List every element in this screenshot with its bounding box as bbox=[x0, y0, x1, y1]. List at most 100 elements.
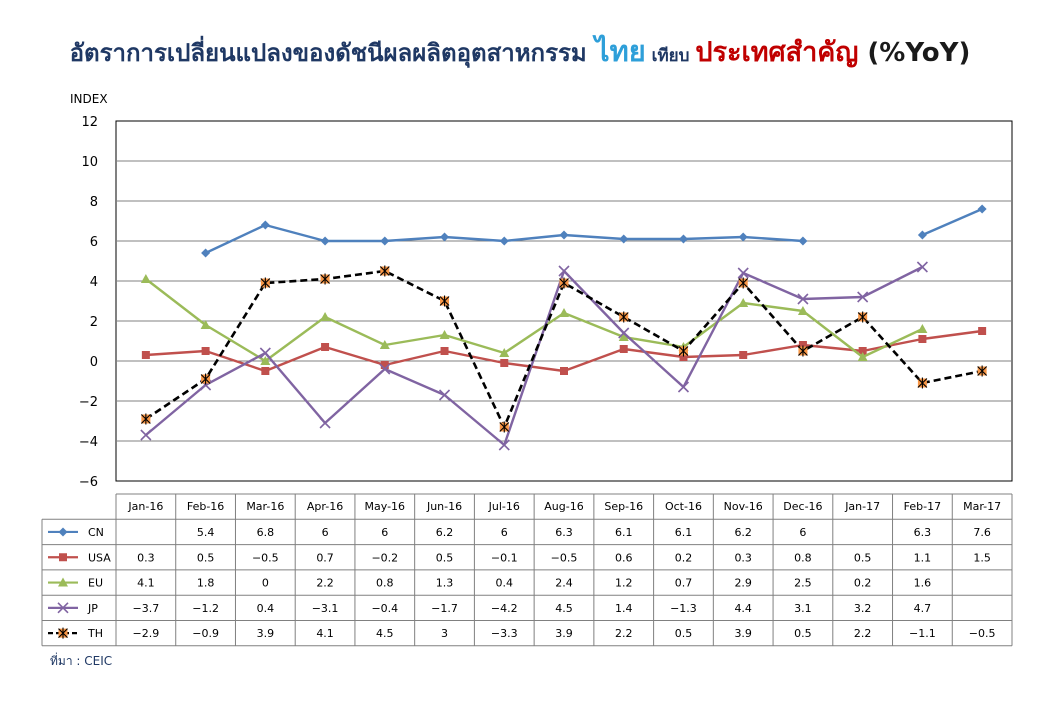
legend-marker-cn bbox=[58, 527, 68, 537]
data-label: 0.8 bbox=[794, 551, 812, 564]
title-part-4: ประเทศสำคัญ bbox=[695, 37, 859, 68]
data-label: 0.8 bbox=[376, 577, 394, 590]
series-line-th bbox=[145, 269, 983, 429]
data-label: 2.2 bbox=[316, 577, 334, 590]
data-label: −0.5 bbox=[969, 627, 996, 640]
data-label: 4.7 bbox=[914, 602, 932, 615]
point-cn bbox=[619, 234, 629, 244]
data-label: 1.2 bbox=[615, 577, 633, 590]
data-label: −0.4 bbox=[371, 602, 398, 615]
data-label: 6.2 bbox=[734, 526, 752, 539]
y-tick-label: 4 bbox=[90, 275, 98, 290]
point-usa bbox=[560, 367, 568, 375]
series-line-eu bbox=[145, 278, 923, 363]
data-label: 0.5 bbox=[436, 551, 454, 564]
chart-title: อัตราการเปลี่ยนแปลงของดัชนีผลผลิตอุตสาหก… bbox=[0, 28, 1040, 74]
point-usa bbox=[798, 341, 807, 349]
data-label: 4.4 bbox=[734, 602, 752, 615]
point-usa bbox=[440, 347, 449, 355]
data-label: 0.3 bbox=[137, 551, 155, 564]
data-label: 0.5 bbox=[197, 551, 215, 564]
data-label: 4.1 bbox=[137, 577, 155, 590]
point-th-cross bbox=[977, 365, 988, 377]
data-label: 6 bbox=[799, 526, 806, 539]
y-tick-label: 8 bbox=[90, 195, 98, 210]
data-label: 0.3 bbox=[734, 551, 752, 564]
data-label: −1.1 bbox=[909, 627, 936, 640]
point-jp bbox=[618, 327, 630, 339]
point-th-cross bbox=[559, 277, 569, 289]
point-th-cross bbox=[439, 295, 450, 307]
x-tick-label: Aug-16 bbox=[544, 500, 583, 513]
point-eu bbox=[320, 312, 331, 321]
data-label: 6.1 bbox=[675, 526, 693, 539]
data-label: 3.9 bbox=[555, 627, 573, 640]
point-usa bbox=[858, 347, 867, 355]
point-th-cross bbox=[678, 345, 689, 357]
data-label: 2.2 bbox=[615, 627, 633, 640]
data-label: −4.2 bbox=[491, 602, 518, 615]
data-label: 0.4 bbox=[496, 577, 514, 590]
point-usa bbox=[500, 359, 509, 367]
x-tick-label: Dec-16 bbox=[783, 500, 822, 513]
data-label: 4.5 bbox=[555, 602, 573, 615]
point-cn bbox=[320, 236, 330, 246]
point-th-cross bbox=[857, 311, 868, 323]
legend-label-usa: USA bbox=[88, 551, 111, 564]
point-th-cross bbox=[379, 265, 390, 277]
x-tick-label: Jan-16 bbox=[127, 500, 163, 513]
data-label: 0.7 bbox=[675, 577, 693, 590]
data-label: −1.2 bbox=[192, 602, 219, 615]
data-label: 7.6 bbox=[973, 526, 991, 539]
point-usa bbox=[918, 335, 927, 343]
x-tick-label: Mar-17 bbox=[963, 500, 1001, 513]
source-note: ที่มา : CEIC bbox=[50, 654, 113, 668]
x-tick-label: Feb-16 bbox=[187, 500, 224, 513]
data-label: 6.3 bbox=[555, 526, 573, 539]
point-th-cross bbox=[320, 273, 330, 285]
data-label: −0.9 bbox=[192, 627, 219, 640]
data-label: 1.3 bbox=[436, 577, 454, 590]
data-label: −2.9 bbox=[133, 627, 160, 640]
title-part-2: ไทย bbox=[595, 34, 646, 68]
data-label: −0.5 bbox=[252, 551, 279, 564]
title-part-3: เทียบ bbox=[645, 46, 696, 66]
point-eu bbox=[559, 308, 569, 317]
legend-marker-usa bbox=[59, 553, 67, 562]
legend-marker-eu bbox=[58, 577, 68, 587]
data-label: 0.6 bbox=[615, 551, 633, 564]
data-label: −3.1 bbox=[312, 602, 339, 615]
point-th-cross bbox=[917, 377, 928, 389]
point-usa bbox=[261, 367, 270, 375]
data-label: 0.2 bbox=[854, 577, 872, 590]
plot-area bbox=[115, 120, 1013, 482]
point-usa bbox=[321, 343, 330, 351]
y-axis-label: INDEX bbox=[70, 92, 108, 106]
point-cn bbox=[559, 230, 569, 240]
point-cn bbox=[977, 204, 987, 214]
data-label: 0.4 bbox=[257, 602, 275, 615]
x-tick-label: Oct-16 bbox=[665, 500, 702, 513]
data-label: 3 bbox=[441, 627, 448, 640]
point-eu bbox=[797, 306, 808, 315]
data-label: 1.5 bbox=[973, 551, 991, 564]
point-usa bbox=[679, 353, 688, 361]
point-th-cross bbox=[140, 413, 151, 425]
point-jp bbox=[259, 347, 271, 359]
x-tick-label: Feb-17 bbox=[904, 500, 941, 513]
y-tick-label: 2 bbox=[90, 315, 98, 330]
data-label: 3.2 bbox=[854, 602, 872, 615]
legend-marker-jp bbox=[57, 602, 69, 614]
y-tick-label: 10 bbox=[81, 155, 98, 170]
point-cn bbox=[440, 232, 450, 242]
y-tick-label: −6 bbox=[79, 475, 98, 490]
x-tick-label: Mar-16 bbox=[246, 500, 284, 513]
data-label: 6.1 bbox=[615, 526, 633, 539]
point-th-cross bbox=[738, 277, 749, 289]
data-label: −1.3 bbox=[670, 602, 697, 615]
data-label: 1.6 bbox=[914, 577, 932, 590]
point-eu bbox=[499, 348, 510, 357]
point-eu bbox=[738, 298, 749, 307]
data-label: 0.2 bbox=[675, 551, 693, 564]
x-tick-label: Jan-17 bbox=[844, 500, 880, 513]
